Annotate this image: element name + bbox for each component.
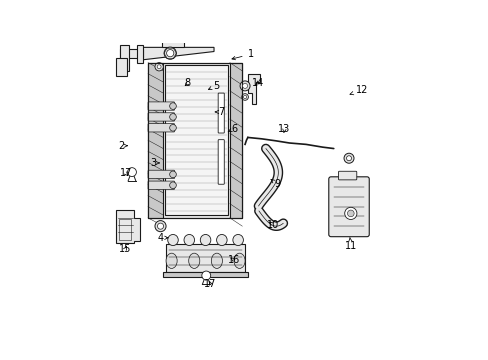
Polygon shape — [148, 63, 163, 218]
Ellipse shape — [211, 253, 222, 269]
Ellipse shape — [200, 234, 210, 246]
Circle shape — [169, 182, 176, 189]
Text: 12: 12 — [349, 85, 367, 95]
Ellipse shape — [233, 253, 244, 269]
Text: 15: 15 — [119, 244, 131, 254]
Text: 1: 1 — [231, 49, 253, 60]
Text: 16: 16 — [227, 255, 240, 265]
Text: 11: 11 — [344, 238, 356, 251]
Text: 13: 13 — [278, 124, 290, 134]
FancyBboxPatch shape — [148, 170, 174, 179]
Polygon shape — [137, 45, 142, 63]
Circle shape — [344, 207, 356, 220]
Polygon shape — [247, 74, 260, 104]
FancyBboxPatch shape — [148, 181, 174, 189]
Ellipse shape — [167, 234, 178, 246]
Text: 7: 7 — [215, 107, 224, 117]
Circle shape — [240, 81, 249, 91]
Polygon shape — [162, 31, 184, 48]
Text: 8: 8 — [184, 78, 190, 89]
Polygon shape — [120, 49, 142, 58]
Circle shape — [127, 168, 136, 176]
FancyBboxPatch shape — [218, 140, 224, 184]
Text: 17: 17 — [204, 279, 216, 289]
Circle shape — [155, 63, 163, 71]
Text: 9: 9 — [270, 179, 280, 189]
Text: 3: 3 — [150, 158, 159, 168]
Circle shape — [155, 221, 166, 232]
Polygon shape — [148, 63, 242, 218]
Text: 5: 5 — [208, 81, 219, 91]
Text: 10: 10 — [266, 220, 278, 230]
Text: 4: 4 — [157, 233, 168, 243]
Circle shape — [166, 50, 173, 57]
Ellipse shape — [166, 253, 177, 269]
Circle shape — [346, 156, 351, 161]
Circle shape — [202, 271, 210, 280]
Polygon shape — [142, 48, 214, 60]
Ellipse shape — [216, 234, 226, 246]
Text: 6: 6 — [228, 123, 237, 134]
Text: 2: 2 — [118, 141, 127, 151]
Polygon shape — [166, 244, 244, 272]
Circle shape — [157, 65, 161, 69]
FancyBboxPatch shape — [328, 177, 368, 237]
Circle shape — [169, 103, 176, 109]
Text: 17: 17 — [120, 168, 132, 179]
Circle shape — [157, 223, 163, 229]
Polygon shape — [116, 58, 127, 76]
Polygon shape — [116, 210, 140, 243]
FancyBboxPatch shape — [338, 171, 356, 180]
Circle shape — [347, 210, 353, 217]
Polygon shape — [120, 45, 128, 71]
Polygon shape — [229, 63, 242, 218]
Ellipse shape — [188, 253, 200, 269]
Ellipse shape — [232, 234, 243, 246]
Circle shape — [169, 171, 176, 178]
Polygon shape — [163, 272, 247, 278]
Circle shape — [344, 153, 353, 163]
Circle shape — [241, 94, 248, 100]
Circle shape — [164, 47, 176, 59]
FancyBboxPatch shape — [148, 102, 174, 110]
FancyBboxPatch shape — [218, 93, 224, 133]
Circle shape — [169, 125, 176, 131]
Text: 14: 14 — [252, 77, 264, 87]
Circle shape — [243, 95, 246, 99]
FancyBboxPatch shape — [148, 113, 174, 121]
Polygon shape — [164, 66, 228, 215]
Circle shape — [242, 84, 247, 89]
FancyBboxPatch shape — [148, 123, 174, 132]
Circle shape — [169, 114, 176, 120]
Ellipse shape — [183, 234, 194, 246]
